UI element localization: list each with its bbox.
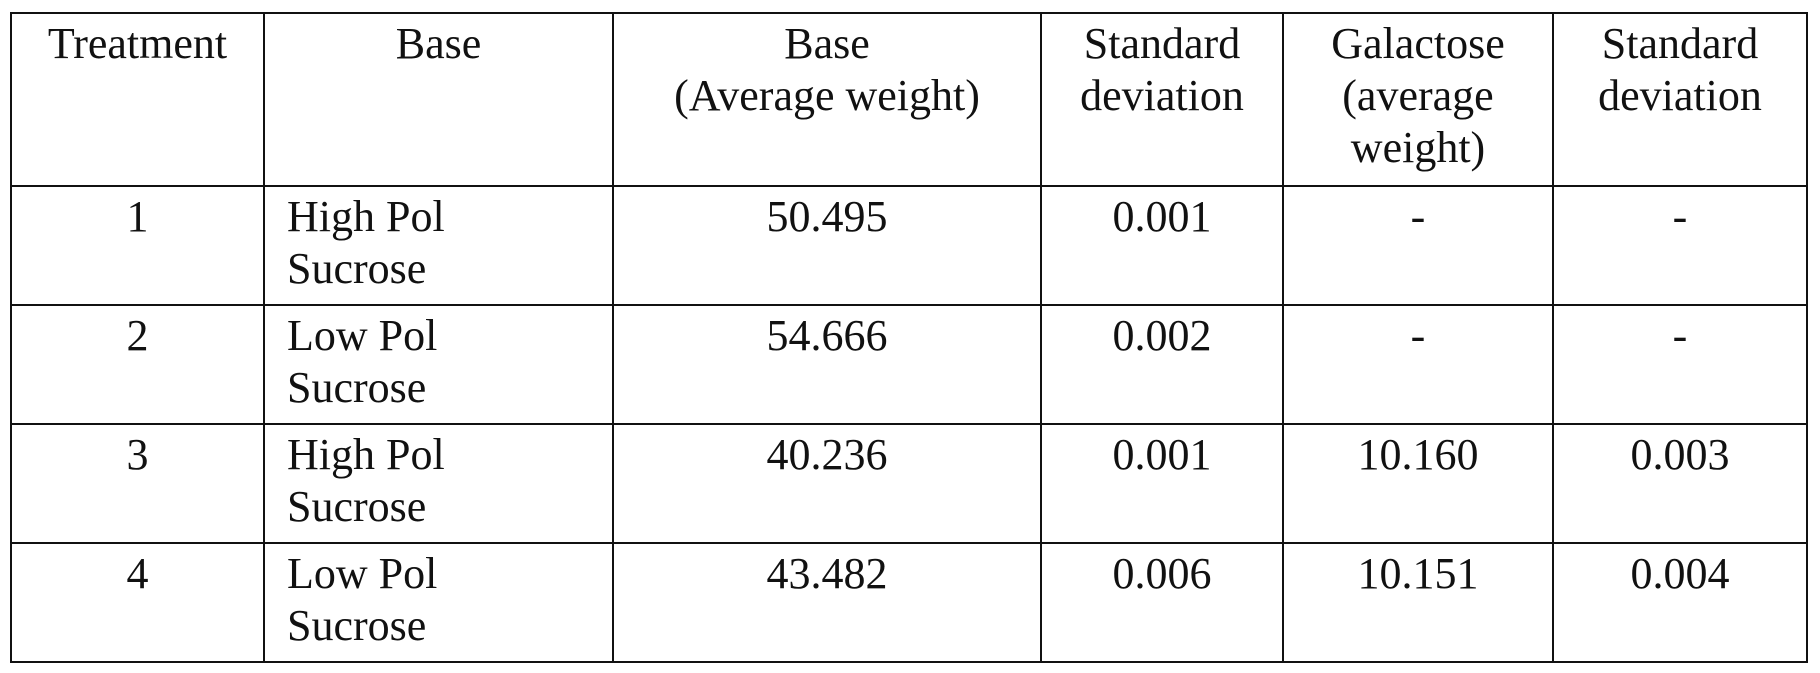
cell-base: High Pol Sucrose xyxy=(263,423,614,544)
header-treatment: Treatment xyxy=(10,12,265,187)
cell-galactose-average-weight: - xyxy=(1282,185,1554,306)
document-page: Treatment Base Base (Average weight) Sta… xyxy=(10,12,1808,663)
cell-treatment: 3 xyxy=(10,423,265,544)
header-base: Base xyxy=(263,12,614,187)
cell-base-standard-deviation: 0.006 xyxy=(1040,542,1284,663)
table-row: 1 High Pol Sucrose 50.495 0.001 - - xyxy=(10,185,1808,306)
header-galactose-average-weight: Galactose (average weight) xyxy=(1282,12,1554,187)
treatment-weight-table: Treatment Base Base (Average weight) Sta… xyxy=(10,12,1808,663)
cell-treatment: 4 xyxy=(10,542,265,663)
table-row: 2 Low Pol Sucrose 54.666 0.002 - - xyxy=(10,304,1808,425)
cell-treatment: 2 xyxy=(10,304,265,425)
header-base-standard-deviation: Standard deviation xyxy=(1040,12,1284,187)
cell-base-standard-deviation: 0.002 xyxy=(1040,304,1284,425)
cell-base-average-weight: 40.236 xyxy=(612,423,1042,544)
cell-base-average-weight: 43.482 xyxy=(612,542,1042,663)
cell-base: Low Pol Sucrose xyxy=(263,304,614,425)
cell-galactose-average-weight: 10.151 xyxy=(1282,542,1554,663)
cell-galactose-standard-deviation: 0.004 xyxy=(1552,542,1808,663)
cell-galactose-standard-deviation: - xyxy=(1552,304,1808,425)
header-row: Treatment Base Base (Average weight) Sta… xyxy=(10,12,1808,187)
table-row: 3 High Pol Sucrose 40.236 0.001 10.160 0… xyxy=(10,423,1808,544)
cell-base: High Pol Sucrose xyxy=(263,185,614,306)
cell-treatment: 1 xyxy=(10,185,265,306)
cell-base-average-weight: 50.495 xyxy=(612,185,1042,306)
cell-base-standard-deviation: 0.001 xyxy=(1040,423,1284,544)
cell-base: Low Pol Sucrose xyxy=(263,542,614,663)
header-galactose-standard-deviation: Standard deviation xyxy=(1552,12,1808,187)
cell-galactose-standard-deviation: - xyxy=(1552,185,1808,306)
cell-galactose-average-weight: 10.160 xyxy=(1282,423,1554,544)
header-base-average-weight: Base (Average weight) xyxy=(612,12,1042,187)
cell-galactose-average-weight: - xyxy=(1282,304,1554,425)
table-row: 4 Low Pol Sucrose 43.482 0.006 10.151 0.… xyxy=(10,542,1808,663)
cell-base-average-weight: 54.666 xyxy=(612,304,1042,425)
cell-galactose-standard-deviation: 0.003 xyxy=(1552,423,1808,544)
cell-base-standard-deviation: 0.001 xyxy=(1040,185,1284,306)
